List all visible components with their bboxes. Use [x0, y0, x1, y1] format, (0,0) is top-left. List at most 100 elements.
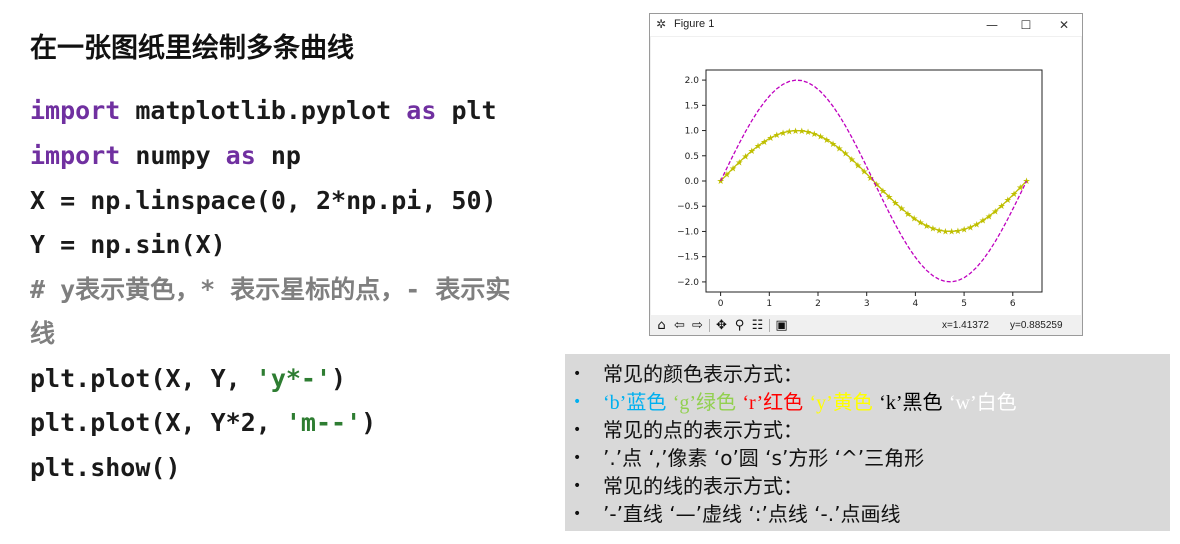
star-marker: ★ [773, 131, 781, 141]
y-tick-label: 2.0 [685, 76, 700, 86]
module-name: matplotlib.pyplot [120, 96, 407, 125]
x-tick-label: 5 [961, 299, 967, 309]
star-marker: ★ [742, 152, 750, 162]
star-marker: ★ [860, 168, 868, 178]
list-item: • ’-’直线 ‘—’虚线 ‘:’点线 ‘-.’点画线 [565, 500, 1170, 528]
code-comment-line: # y表示黄色，* 表示星标的点，- 表示实 [30, 275, 511, 304]
color-name: 白色 [976, 390, 1017, 414]
window-title-bar[interactable]: ✲ Figure 1 — ☐ ✕ [650, 14, 1082, 36]
list-item: • 常见的点的表示方式： [565, 416, 1170, 444]
star-marker: ★ [985, 212, 993, 222]
color-name: 黄色 [832, 390, 873, 414]
forward-arrow-icon[interactable]: ⇨ [692, 318, 703, 333]
toolbar-separator [769, 319, 770, 332]
list-item: • ’.’点 ‘,’像素 ‘o’圆 ‘s’方形 ‘^’三角形 [565, 444, 1170, 472]
x-tick-label: 6 [1010, 299, 1016, 309]
back-arrow-icon[interactable]: ⇦ [674, 318, 685, 333]
x-tick-label: 1 [766, 299, 772, 309]
bullet-icon: • [573, 478, 582, 494]
star-marker: ★ [916, 219, 924, 229]
star-marker: ★ [941, 227, 949, 237]
code-text: ) [331, 364, 347, 393]
star-marker: ★ [854, 161, 862, 171]
matplotlib-logo-icon: ✲ [656, 17, 667, 31]
close-button[interactable]: ✕ [1058, 18, 1070, 32]
star-marker: ★ [779, 129, 787, 139]
code-comment-continuation: 线 [30, 319, 56, 348]
code-line-plot-sin: plt.plot(X, Y, 'y*-') [30, 366, 346, 391]
code-line-linspace: X = np.linspace(0, 2*np.pi, 50) [30, 186, 497, 215]
zoom-icon[interactable]: ⚲ [734, 318, 745, 333]
star-marker: ★ [873, 180, 881, 190]
y-tick-label: −1.0 [677, 227, 699, 237]
code-line-import-matplotlib: import matplotlib.pyplot as plt [30, 98, 497, 123]
star-marker: ★ [979, 217, 987, 227]
figure-canvas[interactable]: 0 1 2 3 4 5 6 −2.0 −1.5 −1.0 −0.5 0.0 0.5 1.0 1.5 2.0 ★ ★… [651, 37, 1081, 315]
minimize-button[interactable]: — [986, 18, 998, 32]
color-codes: ‘b’蓝色 ‘g’绿色 ‘r’红色 ‘y’黄色 ‘k’黑色 ‘w’白色 [603, 388, 1017, 417]
color-code: ‘y’ [809, 392, 833, 414]
y-tick-label: 0.5 [685, 152, 699, 162]
y-tick-label: 0.0 [685, 177, 700, 187]
y-coordinate-readout: y=0.885259 [1010, 320, 1063, 331]
star-marker: ★ [929, 225, 937, 235]
code-text: plt.plot(X, Y*2, [30, 408, 286, 437]
save-icon[interactable]: ▣ [775, 318, 788, 333]
star-marker: ★ [848, 155, 856, 165]
list-item: • 常见的线的表示方式： [565, 472, 1170, 500]
color-name: 蓝色 [626, 390, 667, 414]
color-code: ‘b’ [603, 392, 627, 414]
y-tick-label: −1.5 [677, 253, 699, 263]
star-marker: ★ [923, 222, 931, 232]
star-marker: ★ [966, 223, 974, 233]
color-name: 红色 [763, 390, 804, 414]
home-icon[interactable]: ⌂ [657, 318, 666, 333]
star-marker: ★ [823, 136, 831, 146]
keyword-as: as [225, 141, 256, 170]
star-marker: ★ [1004, 196, 1012, 206]
configure-subplots-icon[interactable]: ☷ [751, 318, 764, 333]
format-string: 'y*-' [255, 364, 332, 393]
format-string: 'm--' [285, 408, 362, 437]
star-marker: ★ [948, 228, 956, 238]
figure-window: ✲ Figure 1 — ☐ ✕ 0 1 2 3 4 5 6 −2.0 −1.5 −1.0 −0.5… [649, 13, 1083, 336]
keyword-as: as [406, 96, 437, 125]
bullet-icon: • [573, 506, 582, 522]
format-reference-box: • 常见的颜色表示方式： • ‘b’蓝色 ‘g’绿色 ‘r’红色 ‘y’黄色 ‘… [565, 354, 1170, 531]
line-codes: ’-’直线 ‘—’虚线 ‘:’点线 ‘-.’点画线 [603, 502, 901, 526]
color-code: ‘r’ [742, 392, 764, 414]
star-marker: ★ [891, 199, 899, 209]
code-text: ) [361, 408, 377, 437]
star-marker: ★ [973, 220, 981, 230]
star-marker: ★ [816, 132, 824, 142]
x-tick-label: 4 [913, 299, 919, 309]
star-marker: ★ [804, 128, 812, 138]
y-tick-label: 1.0 [685, 127, 700, 137]
code-line-show: plt.show() [30, 453, 181, 482]
star-marker: ★ [735, 158, 743, 168]
maximize-button[interactable]: ☐ [1020, 18, 1032, 32]
star-marker: ★ [767, 134, 775, 144]
window-title: Figure 1 [674, 18, 715, 30]
series-line [720, 129, 1028, 233]
star-marker: ★ [885, 193, 893, 203]
star-marker: ★ [866, 174, 874, 184]
star-marker: ★ [935, 226, 943, 236]
star-marker: ★ [754, 142, 762, 152]
star-marker: ★ [904, 210, 912, 220]
x-tick-label: 0 [718, 299, 724, 309]
color-name: 黑色 [902, 390, 943, 414]
star-marker: ★ [1016, 184, 1024, 194]
star-marker: ★ [810, 130, 818, 140]
bullet-icon: • [573, 450, 582, 466]
color-heading: 常见的颜色表示方式： [603, 362, 803, 386]
list-item: • 常见的颜色表示方式： [565, 360, 1170, 388]
code-line-sin: Y = np.sin(X) [30, 230, 226, 259]
star-marker: ★ [829, 140, 837, 150]
y-tick-label: −0.5 [677, 202, 699, 212]
star-marker: ★ [1010, 190, 1018, 200]
y-tick-label: 1.5 [685, 101, 699, 111]
star-marker: ★ [723, 171, 731, 181]
pan-icon[interactable]: ✥ [716, 318, 727, 333]
module-alias: plt [436, 96, 497, 125]
